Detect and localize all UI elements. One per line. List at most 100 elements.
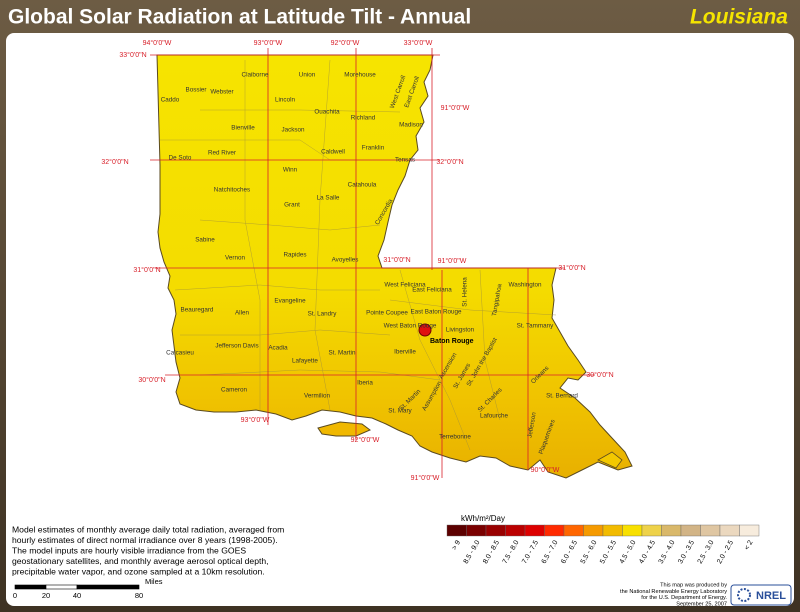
legend-swatch — [446, 524, 467, 537]
parish-label: Grant — [284, 202, 300, 209]
parish-label: Pointe Coupee — [366, 310, 408, 317]
credit-line: September 25, 2007 — [676, 601, 727, 607]
parish-label: Morehouse — [344, 72, 376, 79]
scale-tick-label: 80 — [135, 591, 143, 600]
graticule-label: 31°0'0"N — [383, 256, 410, 264]
description-line: hourly estimates of direct normal irradi… — [12, 535, 278, 545]
parish-label: Jefferson — [526, 411, 537, 438]
graticule-label: 93°0'0"W — [241, 416, 270, 424]
parish-label: West Baton Rouge — [384, 323, 437, 330]
parish-label: Caddo — [161, 97, 180, 104]
parish-label: St. Bernard — [546, 393, 578, 400]
legend-swatch — [739, 524, 760, 537]
parish-label: St. Helena — [462, 277, 469, 307]
parish-label: Catahoula — [348, 182, 377, 189]
scale-segment — [45, 584, 78, 590]
parish-label: East Baton Rouge — [410, 309, 462, 316]
legend-label: < 2 — [744, 539, 755, 551]
parish-label: Beauregard — [181, 307, 214, 314]
description-line: Model estimates of monthly average daily… — [12, 524, 284, 534]
parish-label: Ouachita — [314, 109, 340, 116]
description-line: The model inputs are hourly visible irra… — [12, 545, 246, 555]
parish-label: Claiborne — [242, 72, 269, 79]
parish-label: St. Tammany — [517, 323, 554, 330]
parish-label: Calcasieu — [166, 350, 194, 357]
graticule-label: 31°0'0"N — [133, 266, 160, 274]
parish-label: Natchitoches — [214, 187, 250, 194]
legend-title: kWh/m²/Day — [461, 514, 505, 523]
parish-label: Cameron — [221, 387, 247, 394]
graticule-label: 30°0'0"N — [586, 371, 613, 379]
parish-label: St. Martin — [329, 350, 356, 357]
graticule-label: 91°0'0"W — [441, 104, 470, 112]
parish-label: St. Landry — [308, 311, 338, 318]
parish-label: Winn — [283, 167, 298, 174]
state-name: Louisiana — [690, 6, 788, 29]
title: Global Solar Radiation at Latitude Tilt … — [8, 6, 471, 29]
parish-label: Franklin — [362, 145, 385, 152]
scale-tick-label: 0 — [13, 591, 17, 600]
scale-segment — [76, 584, 140, 590]
parish-label: Union — [299, 72, 316, 79]
legend-swatch — [544, 524, 565, 537]
parish-label: Bossier — [186, 87, 207, 94]
legend-swatch — [466, 524, 487, 537]
graticule-label: 30°0'0"N — [138, 376, 165, 384]
graticule-label: 31°0'0"N — [558, 264, 585, 272]
parish-label: Lafourche — [480, 413, 509, 420]
legend-swatch — [641, 524, 662, 537]
city-label: Baton Rouge — [430, 338, 474, 345]
parish-label: Richland — [351, 115, 376, 122]
credit-line: for the U.S. Department of Energy. — [641, 595, 727, 601]
credit-line: the National Renewable Energy Laboratory — [620, 589, 727, 595]
graticule-label: 92°0'0"W — [351, 436, 380, 444]
parish-label: Washington — [508, 282, 542, 289]
legend-swatch — [505, 524, 526, 537]
parish-label: Bienville — [231, 125, 255, 132]
scale-unit: Miles — [145, 577, 163, 586]
parish-label: Red River — [208, 150, 236, 157]
parish-label: Allen — [235, 310, 249, 317]
legend-label: > 9 — [451, 539, 462, 551]
parish-label: Vermilion — [304, 393, 330, 400]
graticule-label: 32°0'0"N — [436, 158, 463, 166]
parish-label: Lafayette — [292, 358, 318, 365]
legend-swatch — [583, 524, 604, 537]
scale-tick-label: 20 — [42, 591, 50, 600]
graticule-lines — [150, 48, 595, 478]
parish-label: Jefferson Davis — [215, 343, 258, 350]
parish-label: Avoyelles — [332, 257, 359, 264]
parish-label: Sabine — [195, 237, 215, 244]
parish-label: Vernon — [225, 255, 245, 262]
legend-swatch — [563, 524, 584, 537]
description-line: precipitable water vapor, and ozone samp… — [12, 566, 265, 576]
graticule-label: 33°0'0"N — [119, 51, 146, 59]
legend-swatch — [485, 524, 506, 537]
description-line: geostationary satellites, and monthly av… — [12, 556, 269, 566]
parish-label: Jackson — [281, 127, 305, 134]
parish-label: Livingston — [446, 327, 475, 334]
legend-swatch — [602, 524, 623, 537]
credit-line: This map was produced by — [660, 582, 727, 588]
parish-label: Acadia — [268, 345, 288, 352]
legend-swatch — [661, 524, 682, 537]
parish-label: Tensas — [395, 157, 415, 164]
legend-swatch — [524, 524, 545, 537]
graticule-label: 91°0'0"W — [411, 474, 440, 482]
parish-label: East Feliciana — [412, 287, 452, 294]
parish-label: Madison — [399, 122, 423, 129]
graticule-label: 32°0'0"N — [101, 158, 128, 166]
graticule-label: 93°0'0"W — [254, 39, 283, 47]
parish-label: De Soto — [169, 155, 192, 162]
scale-tick-label: 40 — [73, 591, 81, 600]
legend-swatch — [622, 524, 643, 537]
parish-label: Evangeline — [274, 298, 306, 305]
graticule-label: 91°0'0"W — [438, 257, 467, 265]
parish-label: West Feliciana — [384, 282, 426, 289]
parish-label: La Salle — [317, 195, 340, 202]
parish-label: Terrebonne — [439, 434, 471, 441]
parish-label: Rapides — [283, 252, 306, 259]
parish-label: St. Mary — [388, 408, 412, 415]
graticule-label: 94°0'0"W — [143, 39, 172, 47]
